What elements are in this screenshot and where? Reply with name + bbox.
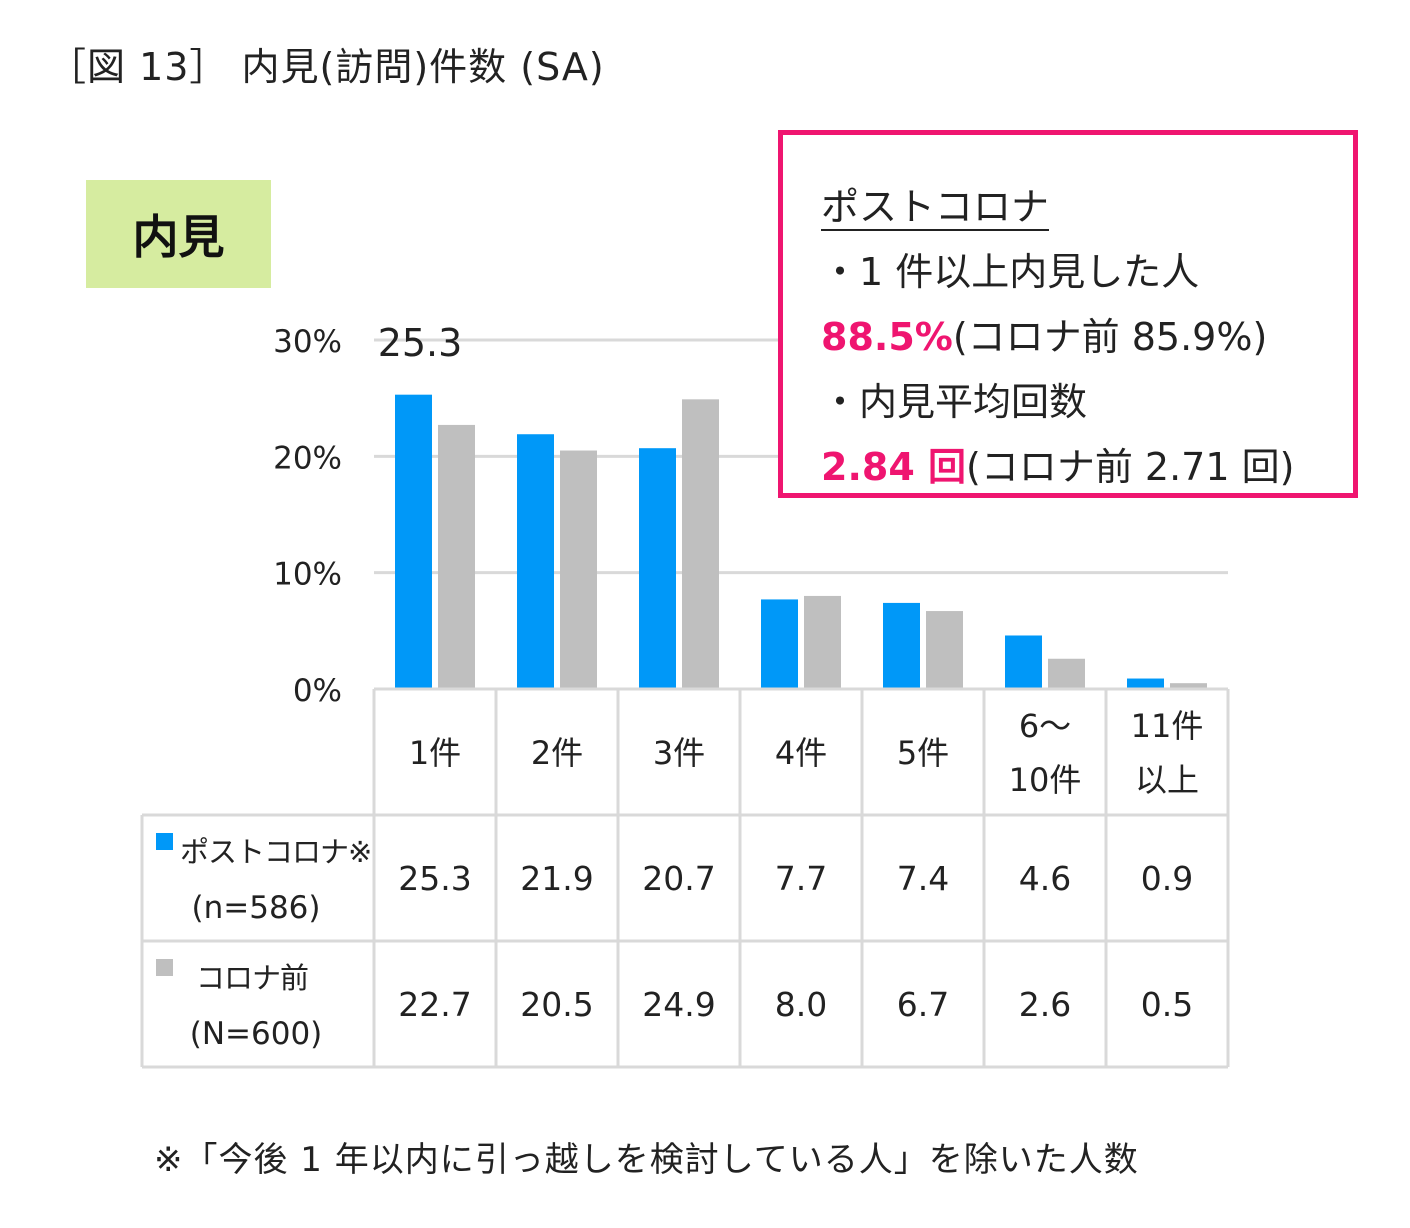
table-cell-value: 0.5 <box>1141 985 1193 1024</box>
callout-line1: ・1 件以上内見した人 <box>821 250 1200 294</box>
bar-pre <box>682 399 719 689</box>
callout-box: ポストコロナ ・1 件以上内見した人 88.5%(コロナ前 85.9%) ・内見… <box>778 130 1358 498</box>
bar-pre <box>926 611 963 689</box>
figure-title: ［図 13］ 内見(訪問)件数 (SA) <box>48 45 605 89</box>
category-label: 以上 <box>1135 761 1199 799</box>
y-tick-label: 0% <box>293 673 342 709</box>
bar-post <box>1005 635 1042 689</box>
table-cell-value: 20.7 <box>642 859 715 898</box>
table-cell-value: 8.0 <box>775 985 827 1024</box>
bar-pre <box>1170 683 1207 689</box>
bar-post <box>883 602 920 689</box>
category-label: 11件 <box>1131 707 1204 745</box>
category-label: 6～ <box>1019 707 1071 745</box>
callout-line3: ・内見平均回数 <box>821 380 1088 424</box>
bar-pre <box>438 424 475 689</box>
table-cell-value: 21.9 <box>520 859 593 898</box>
table-cell-value: 4.6 <box>1019 859 1071 898</box>
callout-avg-compare: (コロナ前 2.71 回) <box>966 445 1295 489</box>
table-cell-value: 22.7 <box>398 985 471 1024</box>
callout-rate-compare: (コロナ前 85.9%) <box>952 315 1268 359</box>
category-label: 10件 <box>1009 761 1082 799</box>
bar-pre <box>560 450 597 689</box>
y-tick-label: 30% <box>273 324 342 360</box>
category-label: 1件 <box>409 734 461 772</box>
legend-series-n: (N=600) <box>190 1016 323 1052</box>
callout-avg-value: 2.84 回 <box>821 445 966 489</box>
bar-post <box>761 599 798 689</box>
callout-rate-value: 88.5% <box>821 315 953 359</box>
y-tick-label: 20% <box>273 440 342 476</box>
y-tick-label: 10% <box>273 557 342 593</box>
table-cell-value: 24.9 <box>642 985 715 1024</box>
legend-series-name: ポストコロナ※ <box>180 835 371 869</box>
table-cell-value: 20.5 <box>520 985 593 1024</box>
legend-series-n: (n=586) <box>192 890 321 926</box>
category-label: 2件 <box>531 734 583 772</box>
table-cell-value: 6.7 <box>897 985 949 1024</box>
table-cell-value: 7.4 <box>897 859 949 898</box>
bar-post <box>639 448 676 689</box>
bar-pre <box>804 595 841 689</box>
table-cell-value: 2.6 <box>1019 985 1071 1024</box>
badge-label: 内見 <box>86 180 271 288</box>
category-label: 5件 <box>897 734 949 772</box>
table-cell-value: 7.7 <box>775 859 827 898</box>
legend-series-name: コロナ前 <box>196 961 308 995</box>
bar-post <box>1127 678 1164 689</box>
legend-swatch-pre <box>156 959 173 976</box>
table-cell-value: 0.9 <box>1141 859 1193 898</box>
bar-pre <box>1048 658 1085 689</box>
bar-data-label: 25.3 <box>378 321 463 365</box>
category-label: 4件 <box>775 734 827 772</box>
bar-post <box>395 394 432 689</box>
table-cell-value: 25.3 <box>398 859 471 898</box>
legend-swatch-post <box>156 833 173 850</box>
callout-heading: ポストコロナ <box>821 185 1050 231</box>
category-label: 3件 <box>653 734 705 772</box>
bar-post <box>517 434 554 689</box>
footnote: ※「今後 1 年以内に引っ越しを検討している人」を除いた人数 <box>154 1140 1139 1180</box>
